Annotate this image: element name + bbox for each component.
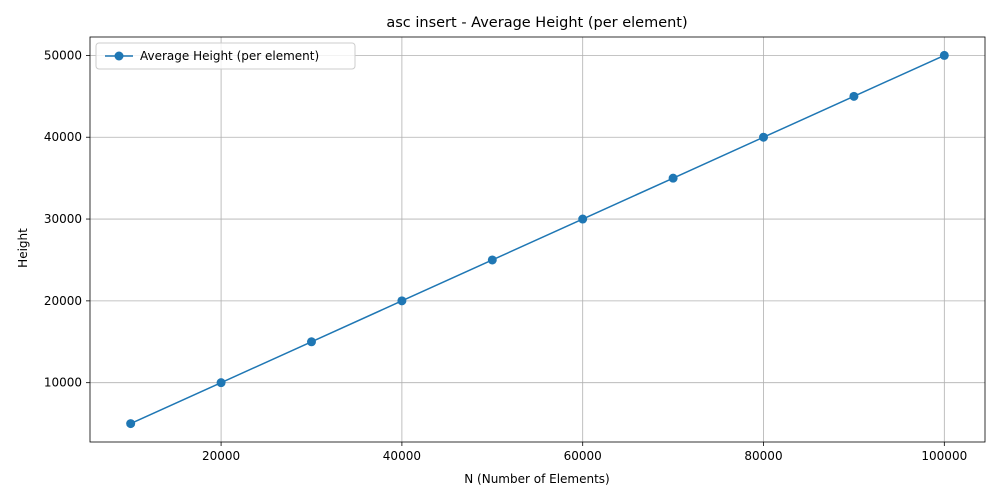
data-point	[668, 173, 678, 183]
x-tick-label: 80000	[744, 449, 782, 463]
data-point	[849, 91, 859, 101]
plot-frame	[89, 36, 986, 443]
data-point	[939, 50, 949, 60]
axes	[89, 36, 986, 443]
y-tick-label: 20000	[44, 294, 82, 308]
legend-box	[95, 42, 356, 70]
data-point	[216, 378, 226, 388]
data-point	[126, 419, 136, 429]
chart-title: asc insert - Average Height (per element…	[386, 15, 687, 31]
y-tick-label: 10000	[44, 376, 82, 390]
y-tick-label: 50000	[44, 48, 82, 62]
data-point	[578, 214, 588, 224]
y-tick-label: 40000	[44, 130, 82, 144]
grid	[90, 37, 985, 442]
data-point	[759, 132, 769, 142]
legend-marker	[114, 51, 124, 61]
x-axis-label: N (Number of Elements)	[464, 472, 610, 486]
ticks: 20000 40000 60000 80000 100000 10000 20000 3000…	[44, 48, 967, 463]
x-tick-label: 60000	[564, 449, 602, 463]
y-tick-label: 30000	[44, 212, 82, 226]
legend: Average Height (per element)	[95, 42, 356, 70]
y-axis-label: Height	[16, 228, 30, 268]
data-point	[487, 255, 497, 265]
data-point	[397, 296, 407, 306]
series-line	[130, 54, 945, 425]
x-tick-label: 40000	[383, 449, 421, 463]
legend-label: Average Height (per element)	[140, 49, 319, 63]
series-layer	[126, 50, 949, 429]
x-tick-label: 20000	[202, 449, 240, 463]
x-tick-label: 100000	[921, 449, 967, 463]
data-point	[306, 337, 316, 347]
